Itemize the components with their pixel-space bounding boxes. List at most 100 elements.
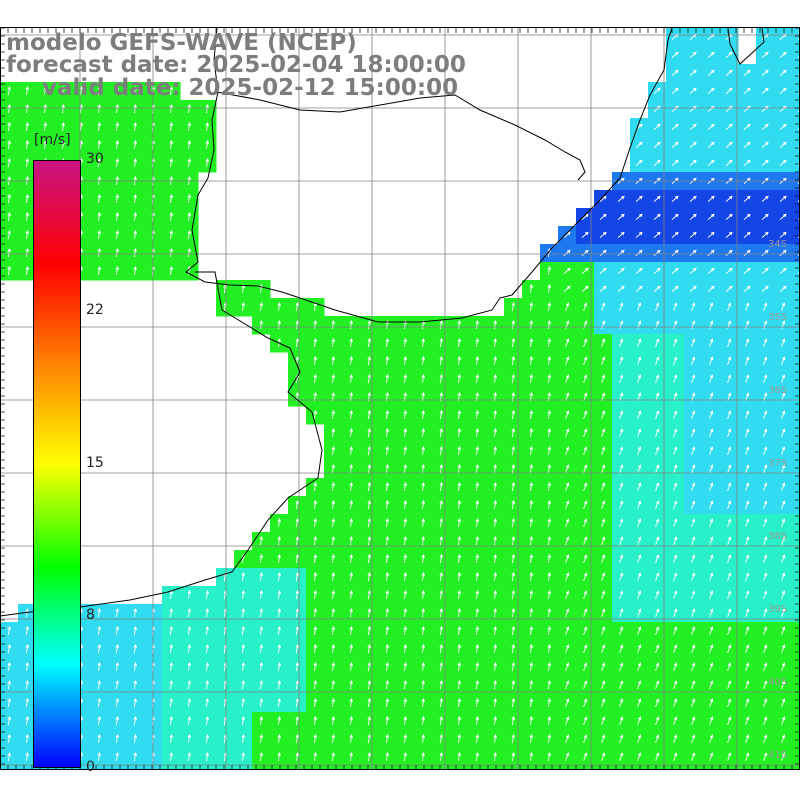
- wind-arrow: [529, 608, 534, 618]
- wind-arrow: [565, 590, 570, 599]
- wind-arrow: [727, 410, 732, 419]
- wind-arrow: [583, 518, 588, 527]
- wind-arrow: [367, 590, 372, 600]
- wind-arrow: [313, 662, 318, 672]
- wind-arrow: [187, 248, 192, 258]
- wind-arrow: [565, 626, 570, 635]
- wind-arrow: [529, 428, 534, 438]
- wind-arrow: [205, 698, 210, 708]
- wind-arrow: [637, 446, 642, 455]
- wind-arrow: [601, 392, 606, 401]
- wind-arrow: [583, 716, 588, 725]
- wind-cell: [738, 766, 757, 770]
- wind-cell: [792, 136, 800, 155]
- wind-arrow: [745, 374, 750, 383]
- wind-arrow: [547, 680, 552, 690]
- wind-arrow: [331, 338, 336, 348]
- wind-arrow: [619, 410, 624, 419]
- wind-arrow: [547, 554, 552, 564]
- wind-arrow: [707, 69, 715, 76]
- wind-arrow: [439, 716, 444, 726]
- wind-arrow: [529, 572, 534, 582]
- wind-arrow: [187, 698, 192, 708]
- wind-arrow: [97, 122, 102, 132]
- wind-arrow: [385, 464, 390, 474]
- wind-arrow: [259, 644, 264, 654]
- wind-arrow: [493, 608, 498, 618]
- wind-arrow: [547, 536, 552, 546]
- wind-arrow: [511, 608, 516, 618]
- wind-arrow: [457, 320, 462, 330]
- wind-arrow: [763, 680, 768, 689]
- wind-arrow: [565, 374, 570, 383]
- wind-arrow: [331, 572, 336, 582]
- wind-arrow: [671, 87, 679, 94]
- wind-arrow: [475, 680, 480, 690]
- wind-arrow: [779, 249, 787, 256]
- wind-arrow: [743, 285, 751, 292]
- wind-arrow: [655, 644, 660, 653]
- wind-cell: [792, 712, 800, 731]
- wind-arrow: [781, 446, 786, 455]
- wind-arrow: [511, 464, 516, 474]
- wind-arrow: [313, 572, 318, 582]
- wind-arrow: [653, 267, 661, 274]
- wind-arrow: [367, 554, 372, 564]
- wind-arrow: [385, 716, 390, 726]
- colorbar: [33, 160, 81, 768]
- wind-arrow: [583, 374, 588, 383]
- wind-arrow: [385, 374, 390, 384]
- wind-arrow: [637, 338, 642, 347]
- wind-arrow: [599, 195, 607, 202]
- wind-arrow: [349, 590, 354, 600]
- wind-arrow: [727, 392, 732, 401]
- wind-arrow: [727, 320, 732, 329]
- wind-arrow: [671, 159, 679, 166]
- wind-arrow: [581, 249, 589, 256]
- wind-arrow: [655, 374, 660, 383]
- wind-arrow: [725, 123, 733, 130]
- wind-arrow: [547, 608, 552, 618]
- wind-arrow: [313, 716, 318, 726]
- wind-arrow: [421, 680, 426, 690]
- wind-arrow: [511, 482, 516, 492]
- wind-cell: [216, 766, 235, 770]
- wind-arrow: [115, 266, 120, 276]
- wind-arrow: [673, 518, 678, 527]
- wind-arrow: [583, 428, 588, 437]
- wind-arrow: [709, 482, 714, 491]
- wind-arrow: [457, 464, 462, 474]
- wind-arrow: [653, 249, 661, 256]
- wind-arrow: [745, 410, 750, 419]
- wind-arrow: [511, 626, 516, 636]
- wind-arrow: [727, 338, 732, 347]
- wind-arrow: [403, 680, 408, 690]
- wind-arrow: [763, 428, 768, 437]
- wind-arrow: [313, 356, 318, 366]
- wind-arrow: [349, 500, 354, 510]
- wind-arrow: [313, 752, 318, 762]
- wind-arrow: [133, 158, 138, 168]
- wind-arrow: [565, 698, 570, 707]
- wind-arrow: [709, 590, 714, 599]
- wind-arrow: [169, 716, 174, 726]
- wind-cell: [792, 262, 800, 281]
- wind-arrow: [727, 752, 732, 761]
- wind-arrow: [745, 320, 750, 329]
- coastline-path: [185, 27, 673, 323]
- latitude-label: 34S: [768, 239, 787, 250]
- wind-arrow: [493, 320, 498, 330]
- wind-arrow: [781, 428, 786, 437]
- wind-cell: [792, 154, 800, 173]
- model-title: modelo GEFS-WAVE (NCEP): [6, 30, 357, 56]
- wind-arrow: [475, 590, 480, 600]
- wind-arrow: [169, 122, 174, 132]
- wind-arrow: [511, 320, 516, 330]
- wind-arrow: [331, 446, 336, 456]
- wind-cell: [792, 406, 800, 425]
- wind-arrow: [781, 590, 786, 599]
- wind-arrow: [709, 770, 714, 779]
- wind-arrow: [25, 266, 30, 276]
- wind-arrow: [635, 141, 643, 148]
- wind-arrow: [259, 590, 264, 600]
